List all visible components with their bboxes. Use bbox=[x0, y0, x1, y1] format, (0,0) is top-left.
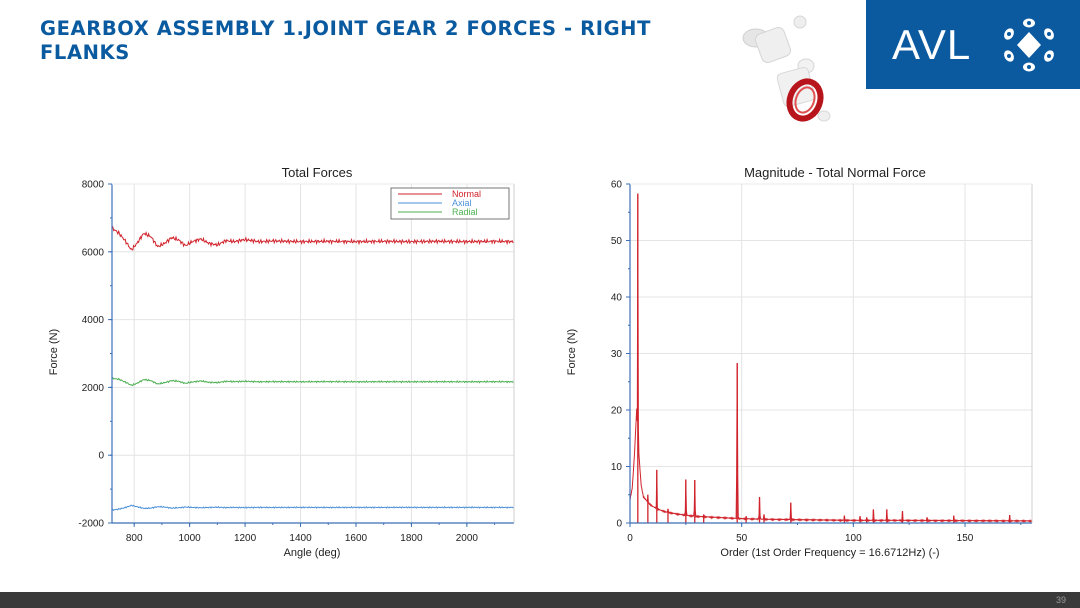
y-tick-label: -2000 bbox=[78, 519, 104, 530]
y-tick-label: 30 bbox=[611, 349, 623, 360]
x-axis-label: Angle (deg) bbox=[284, 547, 341, 559]
series-line-normal bbox=[111, 225, 514, 251]
chart-series bbox=[629, 193, 1033, 524]
gear-illustration bbox=[728, 8, 848, 138]
chart-title: Magnitude - Total Normal Force bbox=[744, 165, 926, 180]
y-tick-label: 60 bbox=[611, 180, 623, 191]
x-tick-label: 1600 bbox=[345, 533, 368, 544]
x-tick-label: 50 bbox=[736, 533, 748, 544]
x-tick-label: 1800 bbox=[400, 533, 423, 544]
x-tick-label: 0 bbox=[627, 533, 633, 544]
chart-title: Total Forces bbox=[282, 165, 353, 180]
x-axis-label: Order (1st Order Frequency = 16.6712Hz) … bbox=[720, 547, 939, 559]
x-tick-label: 800 bbox=[126, 533, 143, 544]
magnitude-chart: 0 50 100 150 0 10 20 30 40 50 60 Magnitude - Total… bbox=[566, 165, 1033, 559]
y-tick-label: 8000 bbox=[82, 180, 105, 191]
y-tick-label: 40 bbox=[611, 293, 623, 304]
y-tick-label: 0 bbox=[616, 519, 622, 530]
x-tick-label: 1200 bbox=[234, 533, 257, 544]
series-line-axial bbox=[111, 504, 514, 511]
logo-text: AVL bbox=[892, 21, 972, 68]
total-forces-chart: 800 1000 1200 1400 1600 1800 2000 -2000 0 2000 400… bbox=[48, 165, 515, 559]
y-tick-label: 0 bbox=[98, 451, 104, 462]
y-tick-label: 2000 bbox=[82, 383, 105, 394]
y-tick-label: 10 bbox=[611, 462, 623, 473]
y-tick-label: 50 bbox=[611, 236, 623, 247]
avl-logo: AVL bbox=[866, 0, 1080, 89]
spectrum-line bbox=[629, 193, 1033, 524]
chart-axes bbox=[626, 183, 1033, 527]
charts-canvas: 800 1000 1200 1400 1600 1800 2000-200002000400… bbox=[48, 165, 1033, 559]
page-number: 39 bbox=[1055, 595, 1066, 605]
avl-logo-mark-icon bbox=[1004, 18, 1054, 72]
chart-legend: Normal Axial Radial bbox=[390, 187, 510, 220]
y-tick-label: 20 bbox=[611, 406, 623, 417]
chart-grid bbox=[112, 183, 514, 524]
y-tick-label: 6000 bbox=[82, 247, 105, 258]
x-tick-label: 1000 bbox=[179, 533, 202, 544]
tick-labels: 0 50 100 150 0 10 20 30 40 50 60 bbox=[611, 180, 974, 545]
y-tick-label: 4000 bbox=[82, 315, 105, 326]
chart-series bbox=[111, 225, 514, 511]
series-line-radial bbox=[111, 377, 514, 387]
slide-title: GEARBOX ASSEMBLY 1.JOINT GEAR 2 FORCES -… bbox=[40, 17, 651, 64]
y-axis-label: Force (N) bbox=[48, 329, 60, 375]
legend-label-axial: Axial bbox=[452, 198, 472, 208]
chart-axes bbox=[108, 183, 515, 527]
x-tick-label: 1400 bbox=[289, 533, 312, 544]
legend-label-normal: Normal bbox=[452, 189, 481, 199]
tick-labels: 800 1000 1200 1400 1600 1800 2000 -2000 0 2000 400… bbox=[78, 180, 478, 545]
y-axis-label: Force (N) bbox=[566, 329, 578, 375]
chart-grid bbox=[629, 183, 1032, 524]
legend-label-radial: Radial bbox=[452, 207, 478, 217]
x-tick-label: 150 bbox=[957, 533, 974, 544]
x-tick-label: 100 bbox=[845, 533, 862, 544]
x-tick-label: 2000 bbox=[456, 533, 479, 544]
footer-bar: 39 bbox=[0, 592, 1080, 608]
